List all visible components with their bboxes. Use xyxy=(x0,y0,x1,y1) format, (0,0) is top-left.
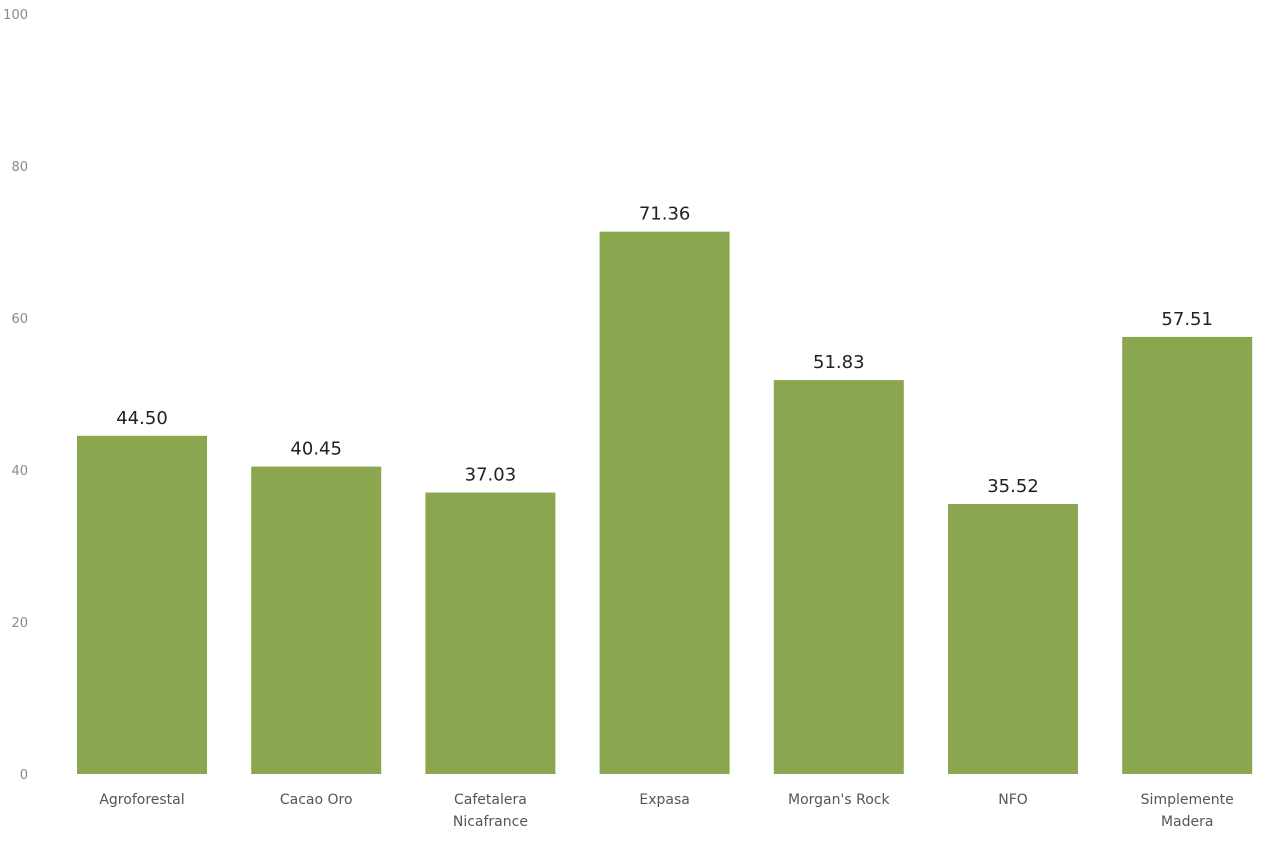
x-tick-label: Expasa xyxy=(639,792,689,808)
x-tick-label: Cafetalera xyxy=(454,792,527,808)
x-tick-label: NFO xyxy=(998,792,1028,808)
bar[interactable] xyxy=(773,380,904,774)
x-tick-label: Madera xyxy=(1161,814,1214,830)
bar-value-label: 71.36 xyxy=(639,204,691,225)
bar-value-label: 51.83 xyxy=(813,352,865,373)
bar[interactable] xyxy=(948,504,1078,774)
bar[interactable] xyxy=(77,435,207,774)
bar-value-label: 35.52 xyxy=(987,476,1039,497)
y-tick-label: 40 xyxy=(11,464,28,479)
y-tick-label: 20 xyxy=(11,616,28,631)
y-axis: 0 20 40 60 80 100 xyxy=(3,8,28,783)
x-tick-label: Simplemente xyxy=(1141,792,1234,808)
bar-value-label: 57.51 xyxy=(1161,309,1213,330)
y-tick-label: 60 xyxy=(11,312,28,327)
bar-value-label: 37.03 xyxy=(465,465,517,486)
bar[interactable] xyxy=(251,466,382,774)
bar[interactable] xyxy=(1122,336,1253,774)
y-tick-label: 80 xyxy=(11,160,28,175)
y-tick-label: 0 xyxy=(20,768,28,783)
x-tick-label: Cacao Oro xyxy=(280,792,353,808)
y-tick-label: 100 xyxy=(3,8,28,23)
x-tick-label: Morgan's Rock xyxy=(788,792,890,808)
bar[interactable] xyxy=(599,231,730,774)
bar-value-label: 44.50 xyxy=(116,408,168,429)
x-tick-label: Agroforestal xyxy=(99,792,184,808)
bar[interactable] xyxy=(425,492,556,774)
x-tick-label: Nicafrance xyxy=(453,814,528,830)
data-labels: 44.50 40.45 37.03 71.36 51.83 35.52 57.51 xyxy=(116,204,1213,497)
x-axis: Agroforestal Cacao Oro Cafetalera Nicafranc… xyxy=(99,792,1233,830)
bars xyxy=(77,231,1253,774)
bar-value-label: 40.45 xyxy=(290,439,342,460)
